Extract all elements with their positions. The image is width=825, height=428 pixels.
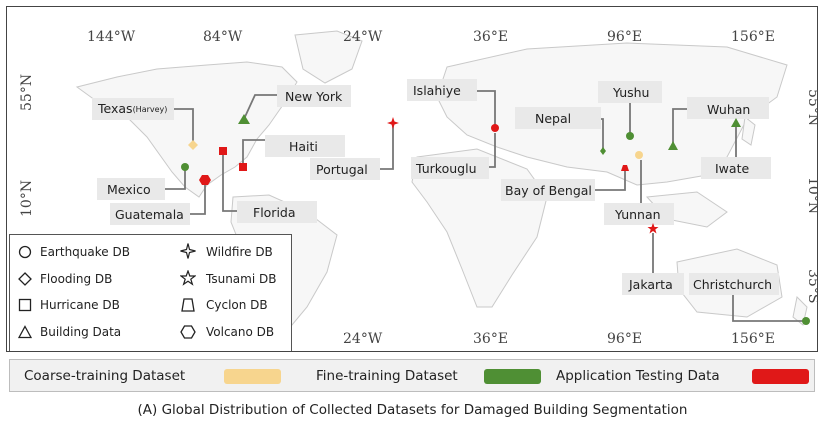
legend-cyclon: Cyclon DB [206,298,268,312]
marker-portugal-wildfire [387,117,399,129]
tsunami-star-icon [180,270,196,286]
eurasia-shape [436,42,788,186]
label-wuhan: Wuhan [707,102,750,117]
marker-bay-of-bengal-cyclon [621,165,629,171]
hurricane-square-icon [18,298,32,312]
lon-label-bottom-4: 156°E [731,331,775,347]
marker-florida-hurricane [219,147,227,155]
volcano-hexagon-icon [180,325,196,339]
label-yushu: Yushu [612,85,649,100]
label-texas: Texas(Harvey) [97,101,167,116]
legend-earthquake: Earthquake DB [40,245,130,259]
leader-lines [165,90,804,322]
marker-islahiye-earthquake [491,124,499,132]
lat-label-left-1: 55°N [19,74,35,111]
marker-yunnan-earthquake [635,151,643,159]
lon-label-top-3: 24°W [343,29,383,45]
marker-wuhan-building [668,141,678,150]
lat-label-right-3: 35°S [805,269,818,303]
building-triangle-icon [18,325,32,339]
marker-jakarta-tsunami [647,223,659,234]
greenland-shape [294,30,363,84]
marker-haiti-hurricane [239,163,247,171]
lon-label-top-2: 84°W [203,29,243,45]
lon-label-top-1: 144°W [87,29,136,45]
lat-label-left-2: 10°N [19,180,35,217]
wildfire-star-icon [180,243,196,259]
application-dataset-label: Application Testing Data [556,368,720,384]
lat-label-right-1: 55°N [805,89,818,126]
marker-guatemala-volcano [199,175,211,185]
label-florida: Florida [253,205,296,220]
location-labels: Texas(Harvey) New York Haiti Mexico Guat… [92,79,779,295]
marker-christchurch-earthquake [802,317,810,325]
label-turkouglu: Turkouglu [415,161,477,176]
fine-dataset-label: Fine-training Dataset [316,368,458,384]
legend-wildfire: Wildfire DB [206,245,273,259]
fine-dataset-swatch [484,369,541,384]
coarse-dataset-label: Coarse-training Dataset [24,368,186,384]
legend-volcano: Volcano DB [206,325,275,339]
label-islahiye: Islahiye [413,83,461,98]
label-bay-of-bengal: Bay of Bengal [505,183,592,198]
world-map: 144°W 84°W 24°W 36°E 96°E 156°E 24°W 36°… [6,6,818,352]
application-dataset-swatch [752,369,809,384]
location-markers [181,114,810,325]
label-christchurch: Christchurch [693,277,772,292]
symbol-legend: Earthquake DB Flooding DB Hurricane DB B… [9,234,292,351]
label-yunnan: Yunnan [614,207,661,222]
map-canvas: 144°W 84°W 24°W 36°E 96°E 156°E 24°W 36°… [19,29,818,348]
dataset-legend: Coarse-training Dataset Fine-training Da… [9,359,815,392]
flooding-diamond-icon [18,272,32,286]
lon-label-top-4: 36°E [473,29,508,45]
label-jakarta: Jakarta [628,277,673,292]
legend-building: Building Data [40,325,122,339]
legend-flooding: Flooding DB [40,272,113,286]
marker-nepal-flooding [600,147,606,155]
legend-tsunami: Tsunami DB [206,272,277,286]
label-new-york: New York [285,89,343,104]
lon-label-bottom-3: 96°E [607,331,642,347]
lon-label-bottom-2: 36°E [473,331,508,347]
earthquake-circle-icon [18,245,32,259]
japan-shape [741,116,756,146]
label-iwate: Iwate [715,161,749,176]
label-haiti: Haiti [289,139,318,154]
marker-iwate-building [731,118,741,127]
legend-hurricane: Hurricane DB [40,298,120,312]
marker-new-york-building [238,114,250,124]
lon-label-top-5: 96°E [607,29,642,45]
label-mexico: Mexico [107,182,151,197]
label-nepal: Nepal [535,111,571,126]
lon-label-top-6: 156°E [731,29,775,45]
figure-caption: (A) Global Distribution of Collected Dat… [137,402,688,418]
cyclon-trapezoid-icon [181,298,195,312]
coarse-dataset-swatch [224,369,281,384]
marker-yushu-earthquake [626,132,634,140]
label-portugal: Portugal [316,162,368,177]
label-guatemala: Guatemala [115,207,184,222]
marker-mexico-earthquake [181,163,189,171]
lon-label-bottom-1: 24°W [343,331,383,347]
coordinate-labels: 144°W 84°W 24°W 36°E 96°E 156°E 24°W 36°… [19,29,818,347]
north-america-shape [75,61,298,198]
marker-texas-flooding [188,140,198,150]
lat-label-right-2: 10°N [805,177,818,214]
